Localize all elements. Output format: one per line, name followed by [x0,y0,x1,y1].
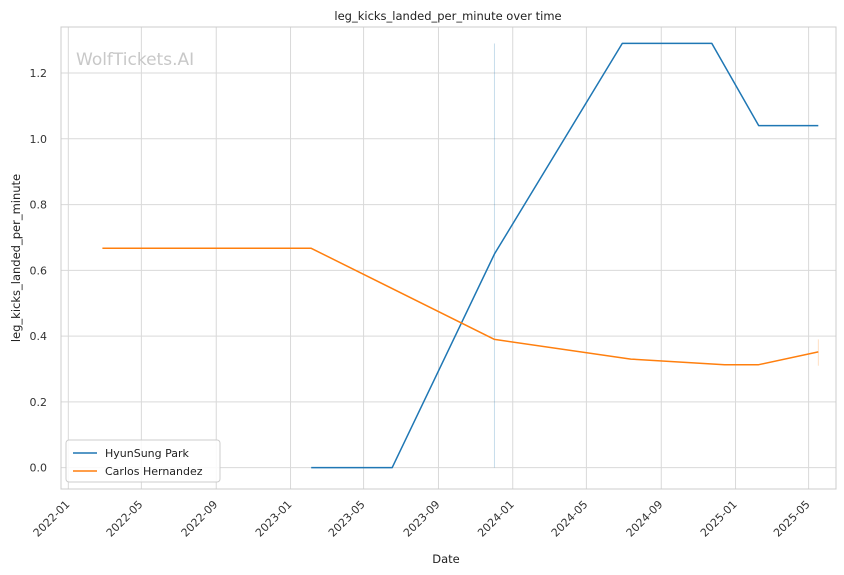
y-tick-label: 1.0 [30,133,48,146]
legend-label-hyunsung-park: HyunSung Park [105,447,190,460]
y-tick-label: 0.2 [30,396,48,409]
y-tick-label: 0.4 [30,330,48,343]
plot-frame [60,26,837,490]
y-tick-label: 0.6 [30,264,48,277]
legend-label-carlos-hernandez: Carlos Hernandez [105,465,203,478]
y-tick-label: 1.2 [30,67,48,80]
y-axis-title: leg_kicks_landed_per_minute [9,174,23,342]
chart-title: leg_kicks_landed_per_minute over time [334,9,561,23]
watermark-text: WolfTickets.AI [76,50,194,70]
series-line-hyunsung-park [311,42,819,469]
legend: HyunSung Park Carlos Hernandez [65,439,221,483]
y-tick-label: 0.8 [30,199,48,212]
grid-lines [61,27,836,489]
x-axis-title: Date [432,552,460,566]
series-line-carlos-hernandez [102,247,819,366]
legend-box [65,439,221,483]
y-tick-label: 0.0 [30,462,48,475]
series-lines [102,42,819,469]
